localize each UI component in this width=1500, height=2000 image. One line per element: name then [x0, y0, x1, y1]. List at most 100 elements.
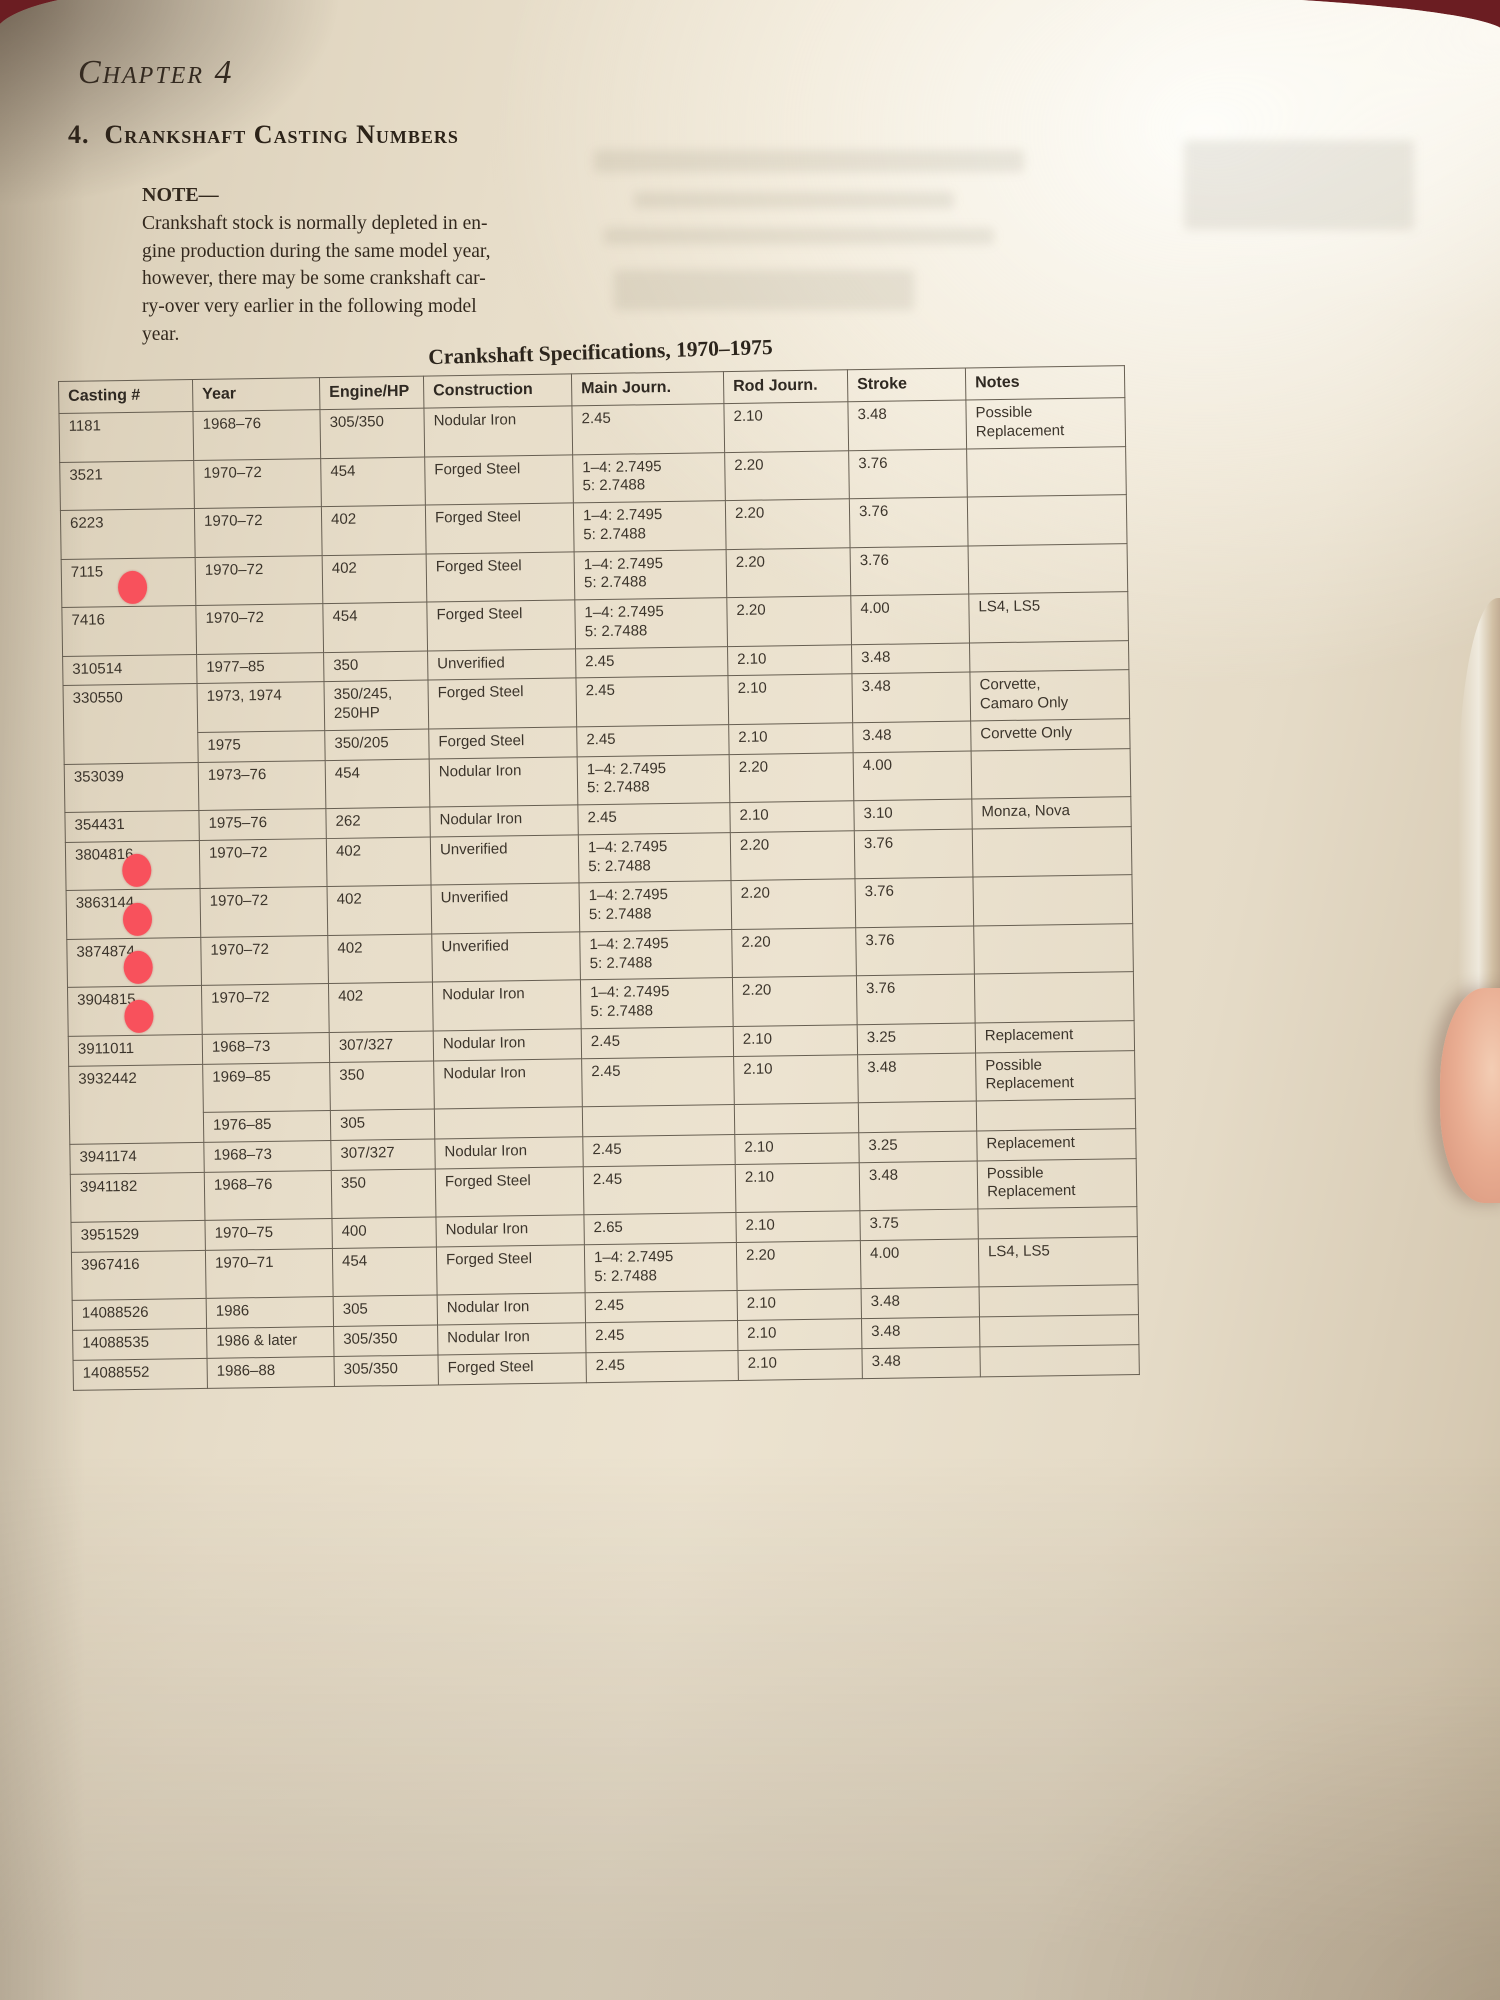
- cell-casting-number: 1181: [58, 411, 194, 462]
- red-marker-dot: [122, 853, 152, 888]
- cell-engine-hp: 400: [331, 1216, 437, 1249]
- cell-year: 1968–76: [204, 1170, 332, 1221]
- cell-main-journal: 2.45: [585, 1320, 738, 1353]
- cell-stroke: 3.76: [854, 828, 973, 879]
- cell-stroke: 3.48: [851, 672, 971, 723]
- cell-year: 1970–71: [205, 1248, 334, 1299]
- cell-casting-number: 3932442: [68, 1063, 204, 1145]
- cell-main-journal: 2.45: [577, 802, 731, 835]
- cell-year: 1970–72: [194, 506, 323, 557]
- cell-engine-hp: 454: [325, 758, 430, 809]
- cell-year: 1986 & later: [206, 1326, 334, 1359]
- column-header: Year: [192, 377, 320, 412]
- cell-year: 1970–72: [195, 555, 323, 606]
- cell-year: 1973, 1974: [197, 681, 325, 733]
- page-bleedthrough: [604, 228, 994, 244]
- cell-main-journal: 2.45: [575, 646, 728, 679]
- note-text: Crankshaft stock is normally depleted in…: [142, 213, 491, 345]
- cell-notes: [968, 543, 1128, 595]
- cell-rod-journal: 2.20: [736, 1240, 862, 1291]
- note-block: NOTE— Crankshaft stock is normally deple…: [142, 182, 524, 348]
- cell-notes: Monza, Nova: [971, 796, 1132, 829]
- cell-rod-journal: 2.10: [737, 1348, 863, 1381]
- cell-stroke: 3.25: [857, 1022, 976, 1055]
- cell-casting-number: 7115: [61, 556, 196, 608]
- cell-stroke: 3.48: [847, 400, 967, 451]
- cell-notes: [972, 874, 1133, 926]
- cell-rod-journal: 2.20: [732, 975, 858, 1027]
- cell-engine-hp: 305: [330, 1108, 435, 1141]
- cell-main-journal: 2.65: [583, 1212, 737, 1245]
- cell-rod-journal: 2.10: [733, 1054, 859, 1105]
- cell-rod-journal: 2.10: [737, 1288, 862, 1321]
- cell-main-journal: 2.45: [583, 1164, 736, 1215]
- cell-year: 1970–72: [193, 458, 322, 509]
- cell-year: 1969–85: [202, 1062, 331, 1113]
- table-body: 1181 1968–76 305/350 Nodular Iron 2.45 2.10 3.…: [58, 397, 1140, 1390]
- cell-construction: Unverified: [431, 931, 581, 983]
- cell-engine-hp: 262: [325, 807, 431, 839]
- cell-year: 1968–73: [203, 1140, 332, 1172]
- cell-notes: [971, 748, 1131, 799]
- cell-stroke: 3.48: [861, 1346, 981, 1379]
- cell-stroke: 3.76: [849, 497, 969, 548]
- cell-notes: [969, 640, 1129, 673]
- cell-year: 1970–72: [200, 935, 329, 986]
- cell-main-journal: 2.45: [576, 724, 730, 757]
- red-marker-dot: [122, 902, 153, 936]
- cell-engine-hp: 402: [326, 836, 432, 887]
- cell-main-journal: 1–4: 2.7495 5: 2.7488: [580, 977, 734, 1029]
- cell-main-journal: 1–4: 2.7495 5: 2.7488: [572, 452, 726, 503]
- cell-rod-journal: 2.10: [733, 1024, 858, 1057]
- cell-rod-journal: [734, 1102, 859, 1135]
- cell-construction: Unverified: [430, 834, 580, 886]
- cell-notes: Corvette, Camaro Only: [969, 669, 1130, 721]
- cell-casting-number: 3874874: [66, 937, 202, 988]
- cell-rod-journal: 2.10: [735, 1162, 860, 1213]
- cell-year: 1970–75: [204, 1218, 333, 1251]
- cell-engine-hp: 402: [321, 505, 427, 556]
- cell-engine-hp: 305/350: [333, 1324, 438, 1357]
- cell-main-journal: 2.45: [581, 1056, 735, 1107]
- cell-casting-number: 3863144: [66, 888, 201, 940]
- cell-casting-number: 7416: [61, 605, 197, 656]
- cell-stroke: 3.25: [858, 1130, 978, 1163]
- cell-construction: Nodular Iron: [423, 405, 573, 457]
- cell-engine-hp: 402: [322, 553, 427, 604]
- cell-notes: LS4, LS5: [968, 591, 1129, 643]
- cell-notes: Possible Replacement: [977, 1158, 1137, 1209]
- cell-construction: Forged Steel: [435, 1166, 584, 1217]
- cell-year: 1970–72: [195, 603, 324, 654]
- cell-engine-hp: 305: [333, 1295, 438, 1327]
- page-bleedthrough: [1184, 140, 1414, 230]
- cell-main-journal: 2.45: [582, 1134, 736, 1167]
- cell-construction: Nodular Iron: [429, 804, 579, 837]
- cell-year: 1986–88: [207, 1356, 335, 1388]
- cell-main-journal: 1–4: 2.7495 5: 2.7488: [577, 754, 730, 805]
- column-header: Casting #: [58, 379, 193, 414]
- cell-construction: [434, 1106, 583, 1139]
- red-marker-dot: [124, 999, 154, 1033]
- cell-construction: Nodular Iron: [433, 1028, 582, 1061]
- cell-rod-journal: 2.20: [725, 498, 851, 550]
- finger-holding-page: [1440, 988, 1500, 1203]
- cell-year: 1970–72: [199, 838, 328, 889]
- cell-construction: Nodular Iron: [434, 1136, 584, 1169]
- cell-year: 1986: [206, 1296, 334, 1329]
- column-header: Construction: [423, 373, 572, 409]
- column-header: Notes: [965, 365, 1125, 401]
- cell-rod-journal: 2.10: [728, 722, 854, 755]
- cell-notes: Possible Replacement: [975, 1050, 1136, 1101]
- cell-main-journal: [582, 1104, 735, 1137]
- cell-main-journal: 1–4: 2.7495 5: 2.7488: [579, 880, 732, 932]
- cell-notes: [967, 494, 1128, 546]
- cell-main-journal: 2.45: [585, 1350, 739, 1383]
- cell-notes: [966, 446, 1127, 498]
- column-header: Stroke: [847, 368, 966, 402]
- cell-notes: [979, 1314, 1139, 1347]
- cell-construction: Forged Steel: [436, 1244, 586, 1296]
- cell-year: 1968–76: [192, 409, 321, 460]
- cell-stroke: 3.76: [848, 448, 968, 499]
- cell-casting-number: 3911011: [68, 1034, 203, 1066]
- cell-construction: Unverified: [427, 648, 576, 681]
